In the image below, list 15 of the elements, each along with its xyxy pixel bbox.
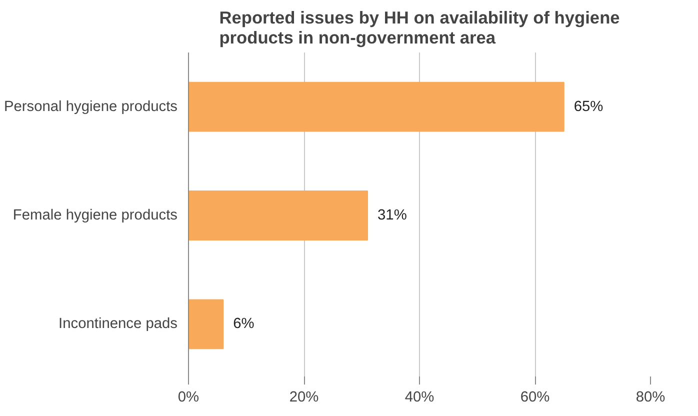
bar [188,299,224,350]
data-label: 31% [378,208,407,224]
y-tick-label: Incontinence pads [58,316,178,332]
x-tick-label: 60% [520,390,550,406]
y-tick-label: Personal hygiene products [4,98,178,115]
x-tick-label: 0% [178,390,200,406]
x-tick-label: 40% [404,390,434,406]
x-tick-label: 80% [636,390,666,406]
x-tick-label: 20% [289,390,319,406]
data-label: 6% [233,316,254,332]
chart-title: Reported issues by HH on availability of hygiene products in non-government area [219,8,620,48]
data-label: 65% [574,98,604,115]
bar [188,190,368,240]
bar [188,82,564,132]
y-tick-label: Female hygiene products [12,208,178,224]
